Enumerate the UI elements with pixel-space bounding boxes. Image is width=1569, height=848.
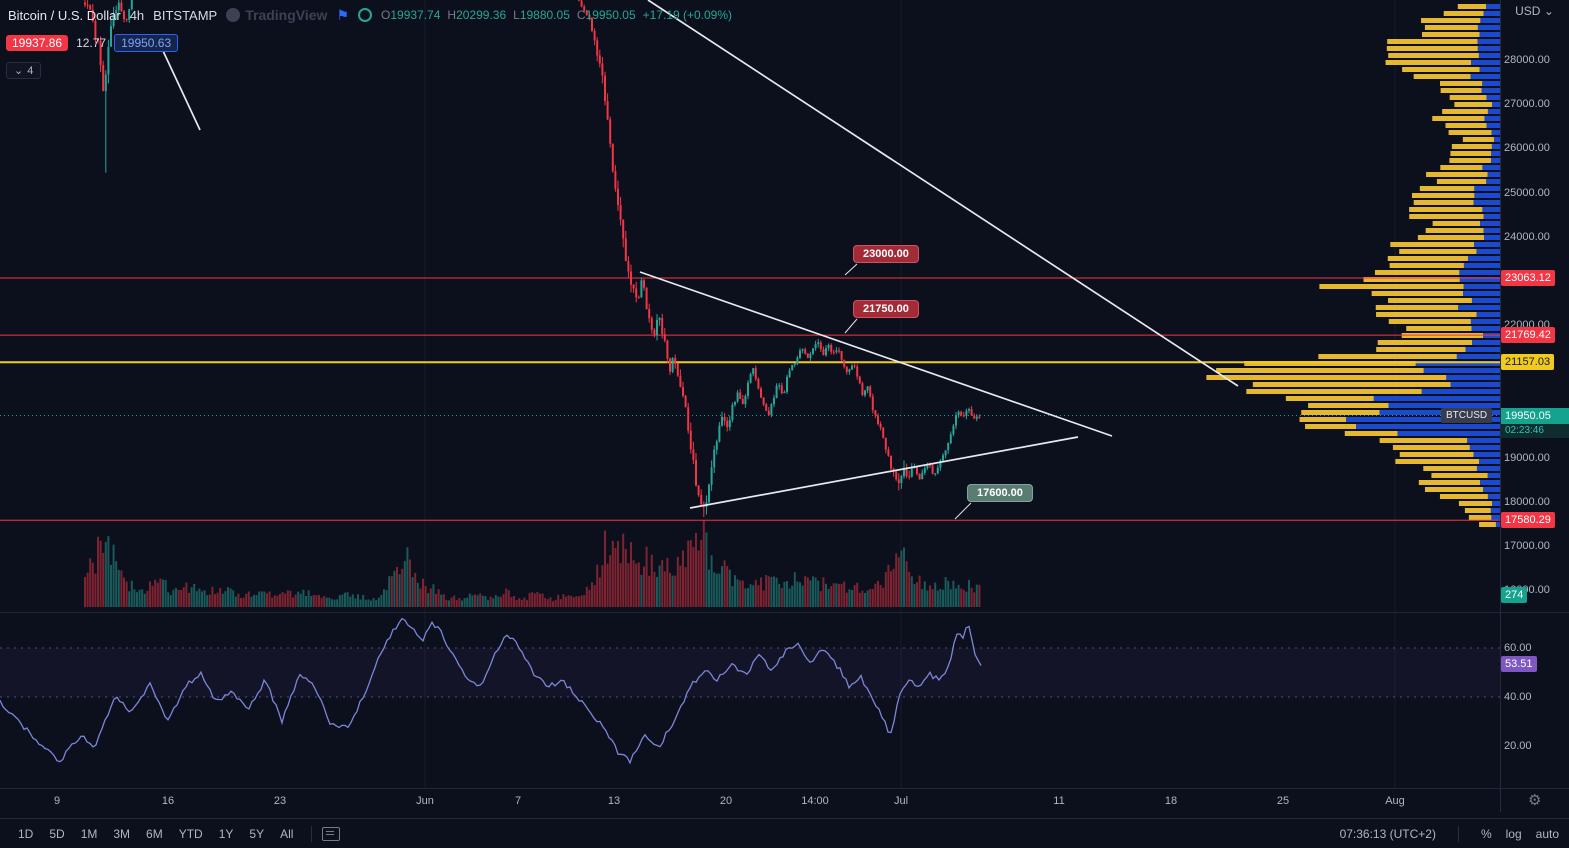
price-level-label: 21157.03 [1501, 354, 1555, 371]
rsi-value-label: 53.51 [1501, 655, 1537, 672]
close-value: 19950.05 [585, 8, 636, 22]
range-button-3m[interactable]: 3M [113, 826, 131, 841]
alert-connector [844, 263, 858, 276]
trend-line[interactable] [156, 37, 201, 131]
volume-value-label: 274 [1501, 587, 1528, 603]
price-alert-label[interactable]: 21750.00 [853, 300, 919, 318]
price-badges-row: 19937.86 12.77 19950.63 [6, 34, 179, 52]
trend-line[interactable] [639, 271, 1113, 437]
price-alert-label[interactable]: 17600.00 [967, 484, 1033, 502]
time-tick: 9 [53, 795, 61, 807]
tradingview-logo-icon [226, 8, 241, 22]
flag-icon[interactable]: ⚑ [336, 7, 349, 23]
range-button-5y[interactable]: 5Y [249, 826, 265, 841]
interval-button[interactable]: 4h [129, 7, 145, 23]
rsi-band-fill [0, 648, 1500, 697]
gear-icon[interactable]: ⚙ [1528, 792, 1542, 809]
symbol-price-tag: BTCUSD [1441, 407, 1493, 423]
ohlc-readout: O19937.74 H20299.36 L19880.05 C19950.05 … [381, 8, 733, 22]
volume-profile[interactable] [1206, 4, 1500, 527]
price-tick: 26000.00 [1504, 142, 1550, 155]
range-button-5d[interactable]: 5D [49, 826, 65, 841]
price-tick: 17000.00 [1504, 539, 1550, 552]
time-tick: 13 [607, 795, 621, 807]
open-value: 19937.74 [390, 8, 441, 22]
price-tick: 25000.00 [1504, 186, 1550, 199]
rsi-line[interactable] [0, 617, 982, 765]
time-tick: 16 [161, 795, 175, 807]
low-value: 19880.05 [519, 8, 570, 22]
toolbar-divider [311, 825, 313, 842]
auto-scale-button[interactable]: auto [1535, 826, 1559, 841]
range-button-1y[interactable]: 1Y [218, 826, 234, 841]
rsi-tick: 20.00 [1504, 740, 1532, 752]
time-tick: Jun [416, 795, 434, 807]
alert-connector [954, 502, 972, 520]
time-tick: 14:00 [801, 795, 829, 807]
log-scale-button[interactable]: log [1505, 826, 1522, 841]
exchange-name: BITSTAMP [153, 7, 218, 23]
price-alert-label[interactable]: 23000.00 [853, 245, 919, 263]
range-button-1m[interactable]: 1M [80, 826, 98, 841]
time-tick: 20 [719, 795, 733, 807]
percent-scale-button[interactable]: % [1480, 826, 1492, 841]
alert-connector [844, 318, 858, 334]
price-tick: 28000.00 [1504, 54, 1550, 66]
price-tick: 24000.00 [1504, 230, 1550, 243]
tradingview-watermark: TradingView [226, 7, 327, 23]
volume-series [84, 520, 981, 607]
alert-price-badge[interactable]: 19937.86 [6, 35, 69, 51]
clock-label[interactable]: 07:36:13 (UTC+2) [1339, 826, 1436, 841]
hotlist-circle-icon[interactable] [358, 8, 372, 22]
trend-line[interactable] [647, 0, 1239, 387]
time-tick: Jul [893, 795, 909, 807]
chart-header: Bitcoin / U.S. Dollar 4h BITSTAMP Tradin… [8, 7, 732, 23]
price-level-label: 21769.42 [1501, 327, 1555, 344]
symbol-name[interactable]: Bitcoin / U.S. Dollar [8, 7, 121, 23]
toolbar-divider [1457, 825, 1459, 842]
time-tick: 11 [1053, 795, 1065, 807]
price-level-label: 17580.29 [1501, 512, 1555, 529]
spread-value: 12.77 [76, 36, 107, 50]
time-tick: 25 [1276, 795, 1290, 807]
price-tick: 27000.00 [1504, 98, 1550, 111]
chevron-down-icon: ⌄ [14, 65, 24, 77]
candlestick-series [84, 0, 981, 517]
bottom-toolbar: 1D 5D 1M 3M 6M YTD 1Y 5Y All 07:36:13 (UTC+2) % … [0, 818, 1569, 848]
high-value: 20299.36 [456, 8, 507, 22]
price-tick: 18000.00 [1504, 495, 1550, 508]
change-value: +17.19 (+0.09%) [642, 8, 733, 22]
price-tick: 19000.00 [1504, 451, 1550, 464]
price-level-label: 23063.12 [1501, 270, 1555, 287]
range-button-1d[interactable]: 1D [18, 826, 34, 841]
indicator-tree-toggle[interactable]: ⌄ 4 [6, 62, 42, 79]
chevron-down-icon: ⌄ [1543, 4, 1554, 18]
rsi-tick: 40.00 [1504, 691, 1532, 703]
rsi-tick: 60.00 [1504, 642, 1532, 654]
time-tick: 7 [514, 795, 522, 807]
go-to-date-icon[interactable] [322, 826, 341, 841]
last-price-label: 19950.05 [1501, 407, 1569, 424]
range-button-all[interactable]: All [280, 826, 294, 841]
currency-button[interactable]: USD ⌄ [1515, 4, 1554, 18]
bar-countdown-label: 02:23:46 [1501, 423, 1569, 438]
countdown-price-badge[interactable]: 19950.63 [114, 34, 179, 52]
time-tick: Aug [1385, 795, 1405, 807]
time-tick: 23 [273, 795, 287, 807]
range-button-6m[interactable]: 6M [146, 826, 163, 841]
time-tick: 18 [1164, 795, 1178, 807]
trend-line[interactable] [689, 436, 1079, 509]
range-button-ytd[interactable]: YTD [178, 826, 203, 841]
